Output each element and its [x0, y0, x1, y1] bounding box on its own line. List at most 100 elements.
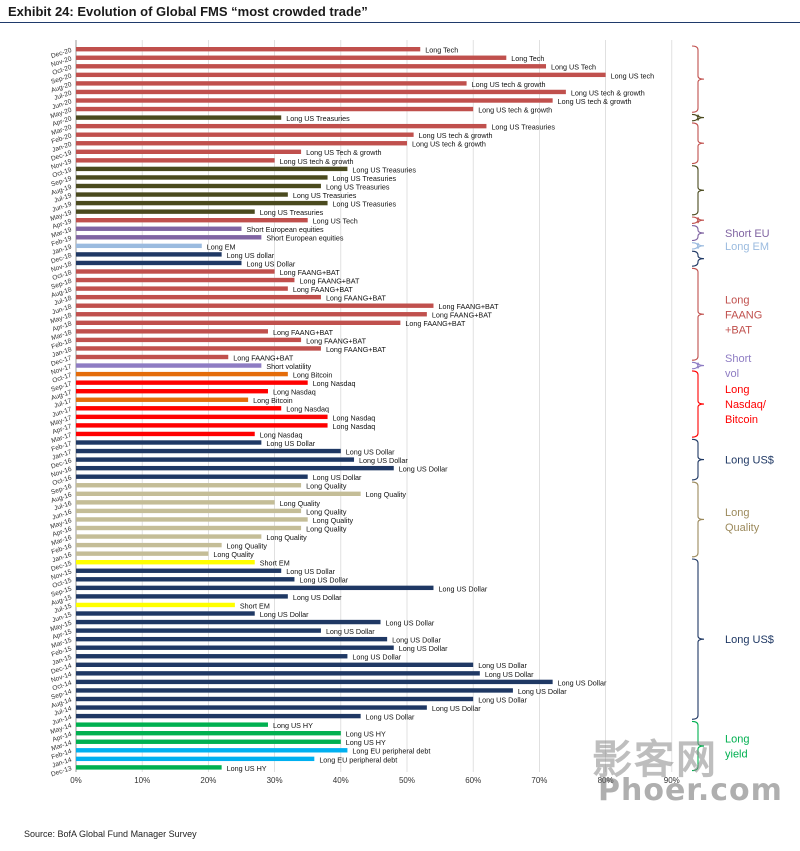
- group-brace: [691, 361, 705, 370]
- bar-label: Long US HY: [346, 730, 386, 739]
- bar: [76, 645, 394, 650]
- bar: [76, 200, 328, 206]
- bar-label: Long US Dollar: [352, 653, 401, 662]
- bar: [76, 483, 302, 488]
- bar: [76, 679, 553, 685]
- bar: [76, 294, 321, 300]
- bar-label: Long US Tech & growth: [306, 148, 381, 157]
- group-brace: [691, 225, 705, 242]
- bar-label: Short EM: [260, 559, 290, 568]
- bar-label: Long FAANG+BAT: [280, 268, 341, 277]
- bar-label: Short EM: [240, 601, 270, 610]
- group-label: Long US$: [725, 634, 774, 646]
- bar: [76, 705, 427, 710]
- x-tick-label: 30%: [267, 776, 283, 785]
- bar-label: Long US Treasuries: [286, 114, 350, 123]
- bar-label: Long Quality: [213, 550, 254, 559]
- bar: [76, 329, 268, 334]
- bar: [76, 115, 282, 120]
- bar-label: Long US Treasuries: [260, 208, 324, 217]
- bar: [76, 525, 302, 531]
- chart-title: Exhibit 24: Evolution of Global FMS “mos…: [8, 4, 368, 19]
- bar-label: Long Quality: [366, 490, 407, 499]
- bar-label: Long US Treasuries: [352, 165, 416, 174]
- group-brace: [691, 481, 705, 558]
- bar: [76, 542, 222, 548]
- x-tick-label: 0%: [70, 776, 82, 785]
- group-brace: [691, 216, 705, 224]
- bar-label: Long US Dollar: [392, 636, 441, 645]
- bar-label: Long Quality: [313, 516, 354, 525]
- bar-label: Long FAANG+BAT: [299, 276, 360, 285]
- bar-label: Long US tech & growth: [412, 140, 486, 149]
- bar: [76, 252, 222, 257]
- bar-label: Long FAANG+BAT: [405, 319, 466, 328]
- group-label: Long yield: [725, 734, 749, 761]
- bar: [76, 414, 328, 420]
- bar-label: Long US Dollar: [518, 687, 567, 696]
- group-brace: [691, 242, 705, 250]
- bar: [76, 269, 275, 274]
- bar-label: Long US HY: [273, 721, 313, 730]
- bar: [76, 123, 487, 129]
- bar-label: Long US Dollar: [286, 567, 335, 576]
- bar-label: Short European equities: [247, 225, 325, 234]
- x-tick-label: 90%: [664, 776, 680, 785]
- bar: [76, 688, 513, 693]
- bar-label: Long US Treasuries: [293, 191, 357, 200]
- bar: [76, 440, 262, 445]
- bar: [76, 89, 566, 95]
- bar-label: Long Quality: [306, 482, 347, 491]
- bar: [76, 619, 381, 625]
- x-tick-label: 40%: [333, 776, 349, 785]
- bar-label: Long Nasdaq: [313, 379, 356, 388]
- bar-label: Long US Dollar: [266, 439, 315, 448]
- bar: [76, 277, 295, 283]
- bar-label: Long Tech: [511, 54, 544, 63]
- group-label: Long EM: [725, 241, 769, 253]
- bar-label: Long US tech: [611, 71, 655, 80]
- bar: [76, 748, 348, 753]
- bar-label: Long FAANG+BAT: [233, 353, 294, 362]
- bar-label: Long US tech & growth: [571, 88, 645, 97]
- bar-label: Long Quality: [306, 524, 347, 533]
- bar-label: Long US HY: [346, 738, 386, 747]
- bar-label: Long Quality: [280, 499, 321, 508]
- bar: [76, 243, 202, 249]
- bar: [76, 158, 275, 163]
- bar: [76, 175, 328, 180]
- bar: [76, 183, 321, 189]
- bar: [76, 312, 427, 317]
- bar: [76, 106, 474, 112]
- bar-label: Long US Dollar: [293, 593, 342, 602]
- group-brace: [691, 370, 705, 438]
- bar-label: Long Tech: [425, 46, 458, 55]
- bar: [76, 722, 268, 727]
- bar: [76, 371, 288, 377]
- bar: [76, 636, 388, 642]
- bar-label: Long Nasdaq: [286, 405, 329, 414]
- bar: [76, 731, 341, 736]
- bar-label: Long US Dollar: [399, 465, 448, 474]
- x-tick-label: 80%: [598, 776, 614, 785]
- bar-label: Long US Dollar: [558, 678, 607, 687]
- group-brace: [691, 165, 705, 216]
- bar-label: Short volatility: [266, 362, 311, 371]
- bar: [76, 739, 341, 744]
- bar: [76, 611, 255, 616]
- bar-label: Long Nasdaq: [333, 413, 376, 422]
- bar: [76, 406, 282, 411]
- bar: [76, 260, 242, 266]
- bar-label: Long US Dollar: [432, 704, 481, 713]
- bar-label: Long US tech & growth: [478, 105, 552, 114]
- bar-label: Long US Dollar: [399, 644, 448, 653]
- bar: [76, 568, 282, 573]
- bar: [76, 149, 302, 154]
- bar-label: Long US tech & growth: [280, 157, 354, 166]
- bar-label: Long Quality: [266, 533, 307, 542]
- bar: [76, 756, 315, 762]
- group-label: Long FAANG +BAT: [725, 294, 762, 336]
- bar: [76, 72, 606, 78]
- bar-label: Long Quality: [306, 507, 347, 516]
